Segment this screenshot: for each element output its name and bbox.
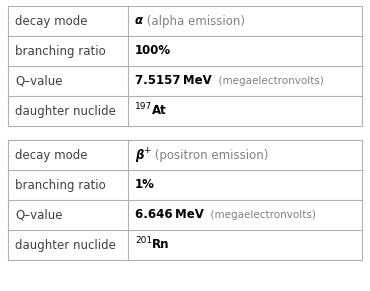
Text: 6.646 MeV: 6.646 MeV (135, 208, 204, 221)
Text: 100%: 100% (135, 45, 171, 58)
Text: 1%: 1% (135, 178, 155, 191)
Text: At: At (152, 104, 167, 118)
Text: β: β (135, 148, 144, 162)
Text: Rn: Rn (152, 239, 169, 251)
Text: decay mode: decay mode (15, 15, 87, 28)
Text: daughter nuclide: daughter nuclide (15, 239, 116, 251)
Text: +: + (144, 146, 151, 155)
Text: (positron emission): (positron emission) (151, 148, 268, 162)
Text: Q–value: Q–value (15, 208, 63, 221)
Text: 201: 201 (135, 236, 152, 245)
Text: (megaelectronvolts): (megaelectronvolts) (204, 210, 316, 220)
Text: 197: 197 (135, 102, 152, 111)
Text: (megaelectronvolts): (megaelectronvolts) (212, 76, 324, 86)
Text: (alpha emission): (alpha emission) (143, 15, 245, 28)
Text: branching ratio: branching ratio (15, 178, 106, 191)
Text: α: α (135, 15, 143, 28)
Text: decay mode: decay mode (15, 148, 87, 162)
Text: daughter nuclide: daughter nuclide (15, 104, 116, 118)
Text: 7.5157 MeV: 7.5157 MeV (135, 74, 212, 88)
Text: branching ratio: branching ratio (15, 45, 106, 58)
Text: Q–value: Q–value (15, 74, 63, 88)
Bar (8, 6, 362, 126)
Bar (8, 140, 362, 260)
